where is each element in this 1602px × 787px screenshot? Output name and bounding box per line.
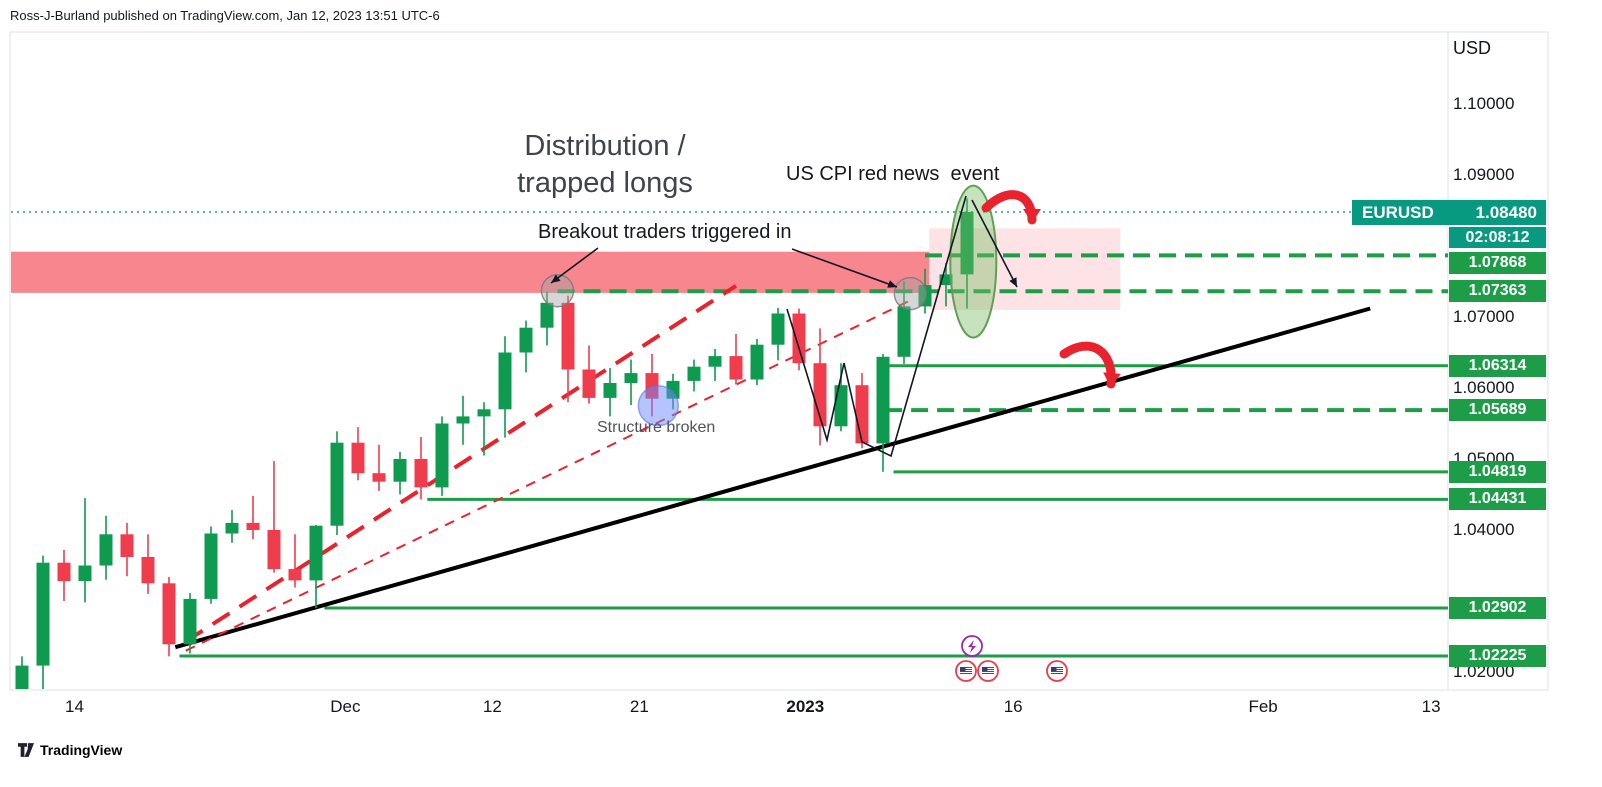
price-tick-label: 1.09000 [1453,165,1515,184]
annotation-breakout-traders[interactable]: Breakout traders triggered in [538,221,792,243]
structure-broken-circle[interactable] [637,384,680,427]
cpi-pointer-arrow[interactable] [971,199,1018,288]
time-tick-label: Feb [1248,697,1278,716]
price-level-badge[interactable]: 1.05689 [1449,399,1546,422]
attribution-text: Ross-J-Burland published on TradingView.… [10,8,440,23]
currency-label: USD [1453,38,1492,58]
breakout-arrow-right[interactable] [791,248,898,288]
chart-frame [9,31,1549,691]
rising-channel-line-thin[interactable] [185,300,909,652]
price-level-badge[interactable]: 1.04431 [1449,488,1546,511]
supply-zone[interactable] [9,251,930,293]
time-tick-label: Dec [330,697,361,716]
annotation-distribution-trapped-longs[interactable]: Distribution / trapped longs [445,128,765,202]
current-symbol-label: EURUSD [1362,202,1434,222]
candlestick-series [15,198,974,689]
price-level-badge[interactable]: 1.04819 [1449,460,1546,483]
price-level-badge[interactable]: 1.06314 [1449,354,1546,377]
price-path-zigzag[interactable] [786,195,967,458]
current-price-badge[interactable]: EURUSD 1.08480 [1352,200,1546,225]
rising-channel-line-thick[interactable] [184,284,738,644]
price-level-badge[interactable]: 1.02902 [1449,597,1546,619]
breakout-arrow-left[interactable] [550,247,599,284]
volatility-event-icon[interactable] [961,635,983,657]
time-tick-label: 12 [482,697,502,716]
us-flag-event-icon[interactable] [955,660,977,682]
time-tick-label: 2023 [786,697,825,716]
price-tick-label: 1.04000 [1453,520,1515,539]
tradingview-logo-icon [18,743,34,757]
annotation-us-cpi-event[interactable]: US CPI red news event [786,163,1000,185]
level-rejection-arrow[interactable] [1059,341,1121,389]
time-tick-label: 16 [1003,697,1023,716]
footer-brand[interactable]: TradingView [18,742,122,758]
price-level-badge[interactable]: 1.02225 [1449,645,1546,667]
price-level-badge[interactable]: 1.07363 [1449,280,1546,303]
price-level-badge[interactable]: 1.07868 [1449,252,1546,275]
support-trendline[interactable] [174,306,1371,650]
annotation-title-line2: trapped longs [517,167,693,199]
economic-event-icons[interactable] [955,635,1068,682]
price-tick-label: 1.07000 [1453,307,1515,326]
current-price-value: 1.08480 [1475,202,1537,222]
trigger-circle-january-breakout[interactable] [893,276,928,311]
annotation-structure-broken[interactable]: Structure broken [597,419,716,436]
us-flag-event-icon[interactable] [1046,660,1068,682]
annotation-title-line1: Distribution / [524,130,686,162]
us-flag-event-icon[interactable] [977,660,999,682]
time-tick-label: 21 [629,697,649,716]
tradingview-brand-label: TradingView [40,742,123,758]
time-tick-label: 14 [65,697,84,716]
price-tick-label: 1.06000 [1453,378,1515,397]
trigger-circle-december-high[interactable] [540,273,575,308]
price-tick-label: 1.10000 [1453,94,1515,113]
time-tick-label: 13 [1421,697,1441,716]
bar-close-countdown: 02:08:12 [1449,227,1546,248]
cpi-rejection-arrow[interactable] [981,190,1041,225]
